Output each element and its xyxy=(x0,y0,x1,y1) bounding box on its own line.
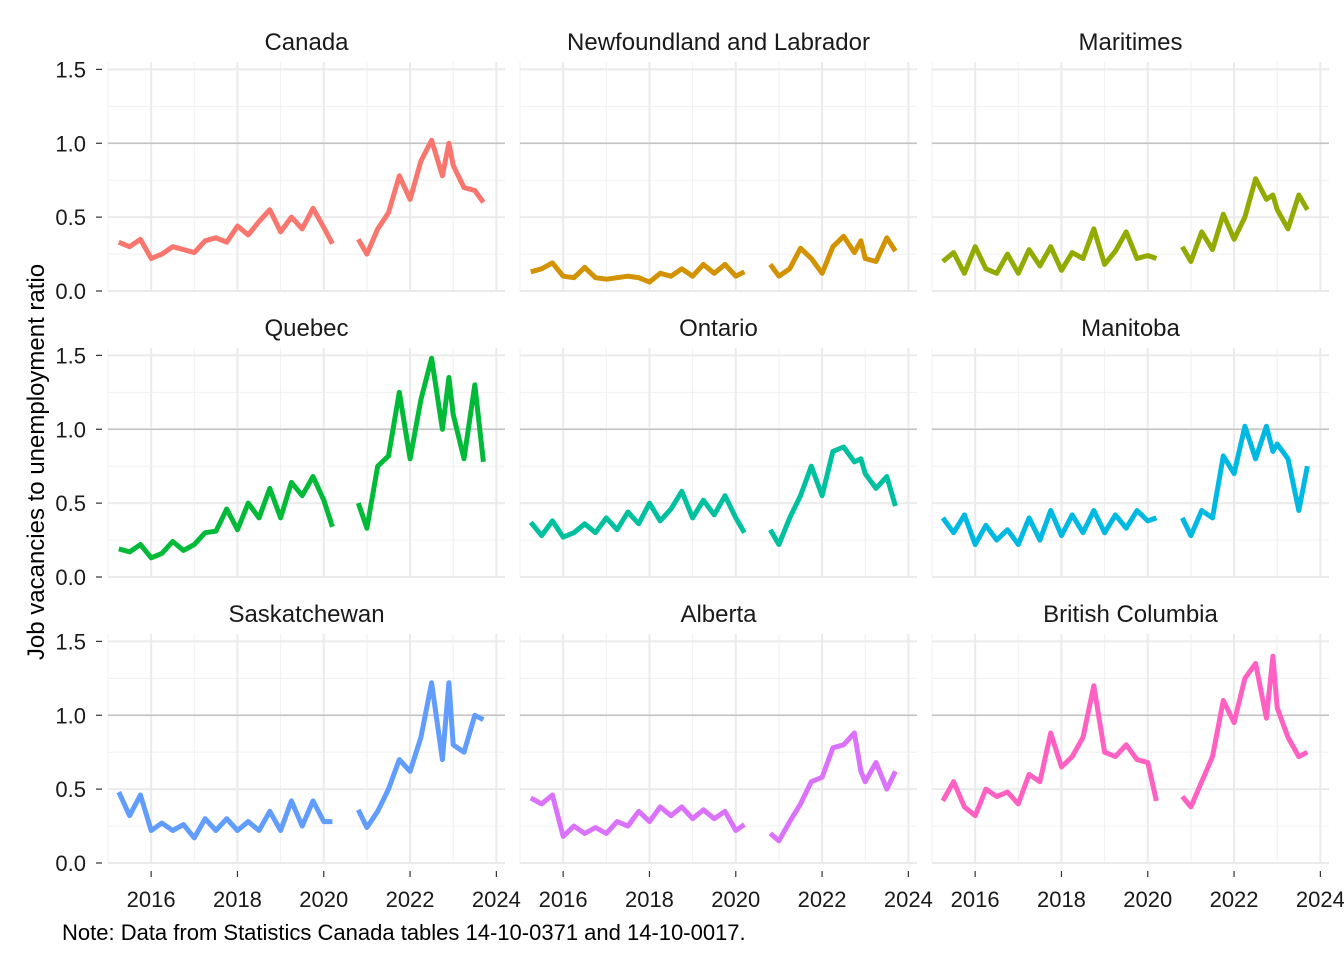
panel-saskatchewan: Saskatchewan 0.0 0.5 1.0 1.5 2016 2018 2020 2022… xyxy=(55,601,520,912)
y-tick-label: 1.0 xyxy=(55,703,86,728)
series-line xyxy=(768,444,898,547)
panel-ontario: Ontario xyxy=(519,315,917,578)
y-tick-label: 0.5 xyxy=(55,491,86,516)
y-tick-label: 0.5 xyxy=(55,777,86,802)
y-tick-label: 1.5 xyxy=(55,57,86,82)
panel-title: Canada xyxy=(264,29,349,56)
panel-title: Alberta xyxy=(680,601,757,628)
y-tick-label: 1.5 xyxy=(55,629,86,654)
y-tick-label: 1.0 xyxy=(55,131,86,156)
panel-title: Manitoba xyxy=(1081,315,1180,342)
x-tick-label: 2022 xyxy=(386,887,435,912)
panel-british-columbia: British Columbia 2016 2018 2020 2022 2024 xyxy=(931,601,1344,912)
series-line xyxy=(1180,176,1310,264)
x-tick-label: 2018 xyxy=(625,887,674,912)
y-tick-label: 0.0 xyxy=(55,851,86,876)
series-line xyxy=(941,226,1158,276)
x-tick-label: 2024 xyxy=(472,887,521,912)
series-line xyxy=(356,137,486,257)
series-line xyxy=(118,474,335,561)
x-tick-label: 2024 xyxy=(1296,887,1344,912)
panel-canada: Canada 0.0 0.5 1.0 1.5 xyxy=(55,29,505,304)
series-line xyxy=(356,680,485,830)
panel-title: Maritimes xyxy=(1078,29,1182,56)
series-line xyxy=(355,355,486,531)
y-axis-label: Job vacancies to unemployment ratio xyxy=(23,264,50,660)
panel-alberta: Alberta 2016 2018 2020 2022 2024 xyxy=(519,601,933,912)
x-tick-label: 2020 xyxy=(299,887,348,912)
x-tick-label: 2024 xyxy=(884,887,933,912)
series-line xyxy=(530,260,746,285)
panel-title: British Columbia xyxy=(1043,601,1218,628)
series-line xyxy=(1180,653,1309,810)
y-tick-label: 0.5 xyxy=(55,205,86,230)
x-tick-label: 2020 xyxy=(1123,887,1172,912)
panel-title: Newfoundland and Labrador xyxy=(567,29,870,56)
panel-title: Quebec xyxy=(264,315,348,342)
y-tick-label: 1.5 xyxy=(55,343,86,368)
series-line xyxy=(528,488,747,540)
series-line xyxy=(940,508,1158,547)
series-line xyxy=(1180,423,1310,539)
x-tick-label: 2018 xyxy=(1037,887,1086,912)
x-tick-label: 2022 xyxy=(798,887,847,912)
series-line xyxy=(768,730,898,844)
y-tick-label: 1.0 xyxy=(55,417,86,442)
y-tick-label: 0.0 xyxy=(55,279,86,304)
x-tick-label: 2018 xyxy=(213,887,262,912)
x-tick-label: 2016 xyxy=(951,887,1000,912)
series-line xyxy=(940,683,1159,819)
x-tick-label: 2022 xyxy=(1210,887,1259,912)
x-tick-label: 2020 xyxy=(711,887,760,912)
x-tick-label: 2016 xyxy=(127,887,176,912)
x-tick-label: 2016 xyxy=(539,887,588,912)
series-line xyxy=(529,792,746,839)
panel-title: Ontario xyxy=(679,315,758,342)
panel-quebec: Quebec 0.0 0.5 1.0 1.5 xyxy=(55,315,505,590)
caption-note: Note: Data from Statistics Canada tables… xyxy=(62,920,746,945)
panel-newfoundland-and-labrador: Newfoundland and Labrador xyxy=(519,29,917,292)
panel-maritimes: Maritimes xyxy=(931,29,1329,292)
y-tick-label: 0.0 xyxy=(55,565,86,590)
panel-manitoba: Manitoba xyxy=(931,315,1329,578)
series-line xyxy=(116,791,333,841)
panel-title: Saskatchewan xyxy=(228,601,384,628)
series-line xyxy=(768,233,898,279)
series-line xyxy=(117,205,335,261)
